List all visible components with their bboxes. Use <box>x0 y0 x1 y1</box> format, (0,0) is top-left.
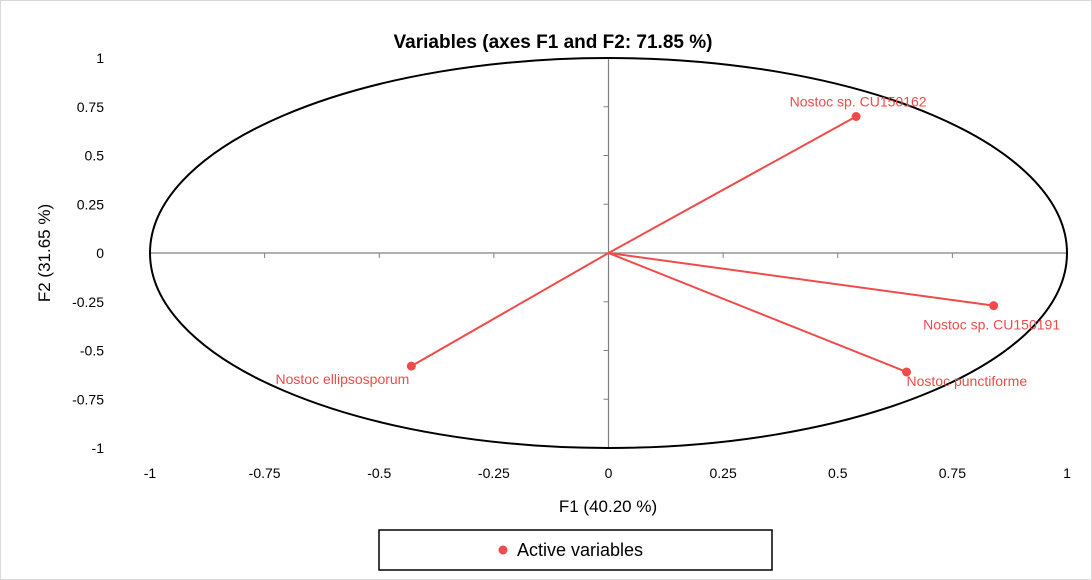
y-tick-label: 0 <box>96 245 104 261</box>
x-tick-label: 0.25 <box>710 465 737 481</box>
x-tick-label: -0.5 <box>367 465 391 481</box>
data-point <box>989 301 999 311</box>
x-tick-label: 0 <box>605 465 613 481</box>
x-tick-label: -0.75 <box>249 465 281 481</box>
point-label: Nostoc punctiforme <box>907 373 1028 389</box>
point-label: Nostoc sp. CU150162 <box>790 94 927 110</box>
y-tick-label: -0.75 <box>72 391 104 407</box>
y-tick-label: 1 <box>96 50 104 66</box>
variable-vector <box>608 115 857 254</box>
correlation-circle <box>149 57 1068 449</box>
data-point <box>406 361 416 371</box>
x-axis-title: F1 (40.20 %) <box>559 497 657 516</box>
variable-vector <box>410 252 609 367</box>
data-point <box>851 112 861 121</box>
legend-box <box>378 529 773 571</box>
chart-title: Variables (axes F1 and F2: 71.85 %) <box>394 32 713 53</box>
x-tick-label: 0.5 <box>828 465 848 481</box>
plot-area: -1 -0.75 -0.5 -0.25 0 0.25 0.5 0.75 1 1 0.75 0.5 0.2… <box>72 50 1071 481</box>
legend-label: Active variables <box>517 540 643 560</box>
y-tick-label: -0.5 <box>80 343 104 359</box>
variable-vector <box>608 252 994 307</box>
x-tick-label: 0.75 <box>939 465 966 481</box>
legend-marker <box>498 545 508 555</box>
legend: Active variables <box>378 529 773 571</box>
y-tick-label: 0.25 <box>77 196 104 212</box>
point-label: Nostoc sp. CU150191 <box>923 317 1060 333</box>
data-point <box>902 367 912 377</box>
x-tick-label: -0.25 <box>478 465 510 481</box>
x-tick-label: 1 <box>1063 465 1071 481</box>
y-tick-label: 0.5 <box>85 148 105 164</box>
y-axis-title: F2 (31.65 %) <box>35 204 54 302</box>
point-label: Nostoc ellipsosporum <box>276 371 410 387</box>
variable-vector <box>608 252 907 373</box>
x-tick-label: -1 <box>144 465 157 481</box>
y-tick-label: -1 <box>92 440 105 456</box>
y-tick-label: 0.75 <box>77 99 104 115</box>
y-tick-label: -0.25 <box>72 294 104 310</box>
